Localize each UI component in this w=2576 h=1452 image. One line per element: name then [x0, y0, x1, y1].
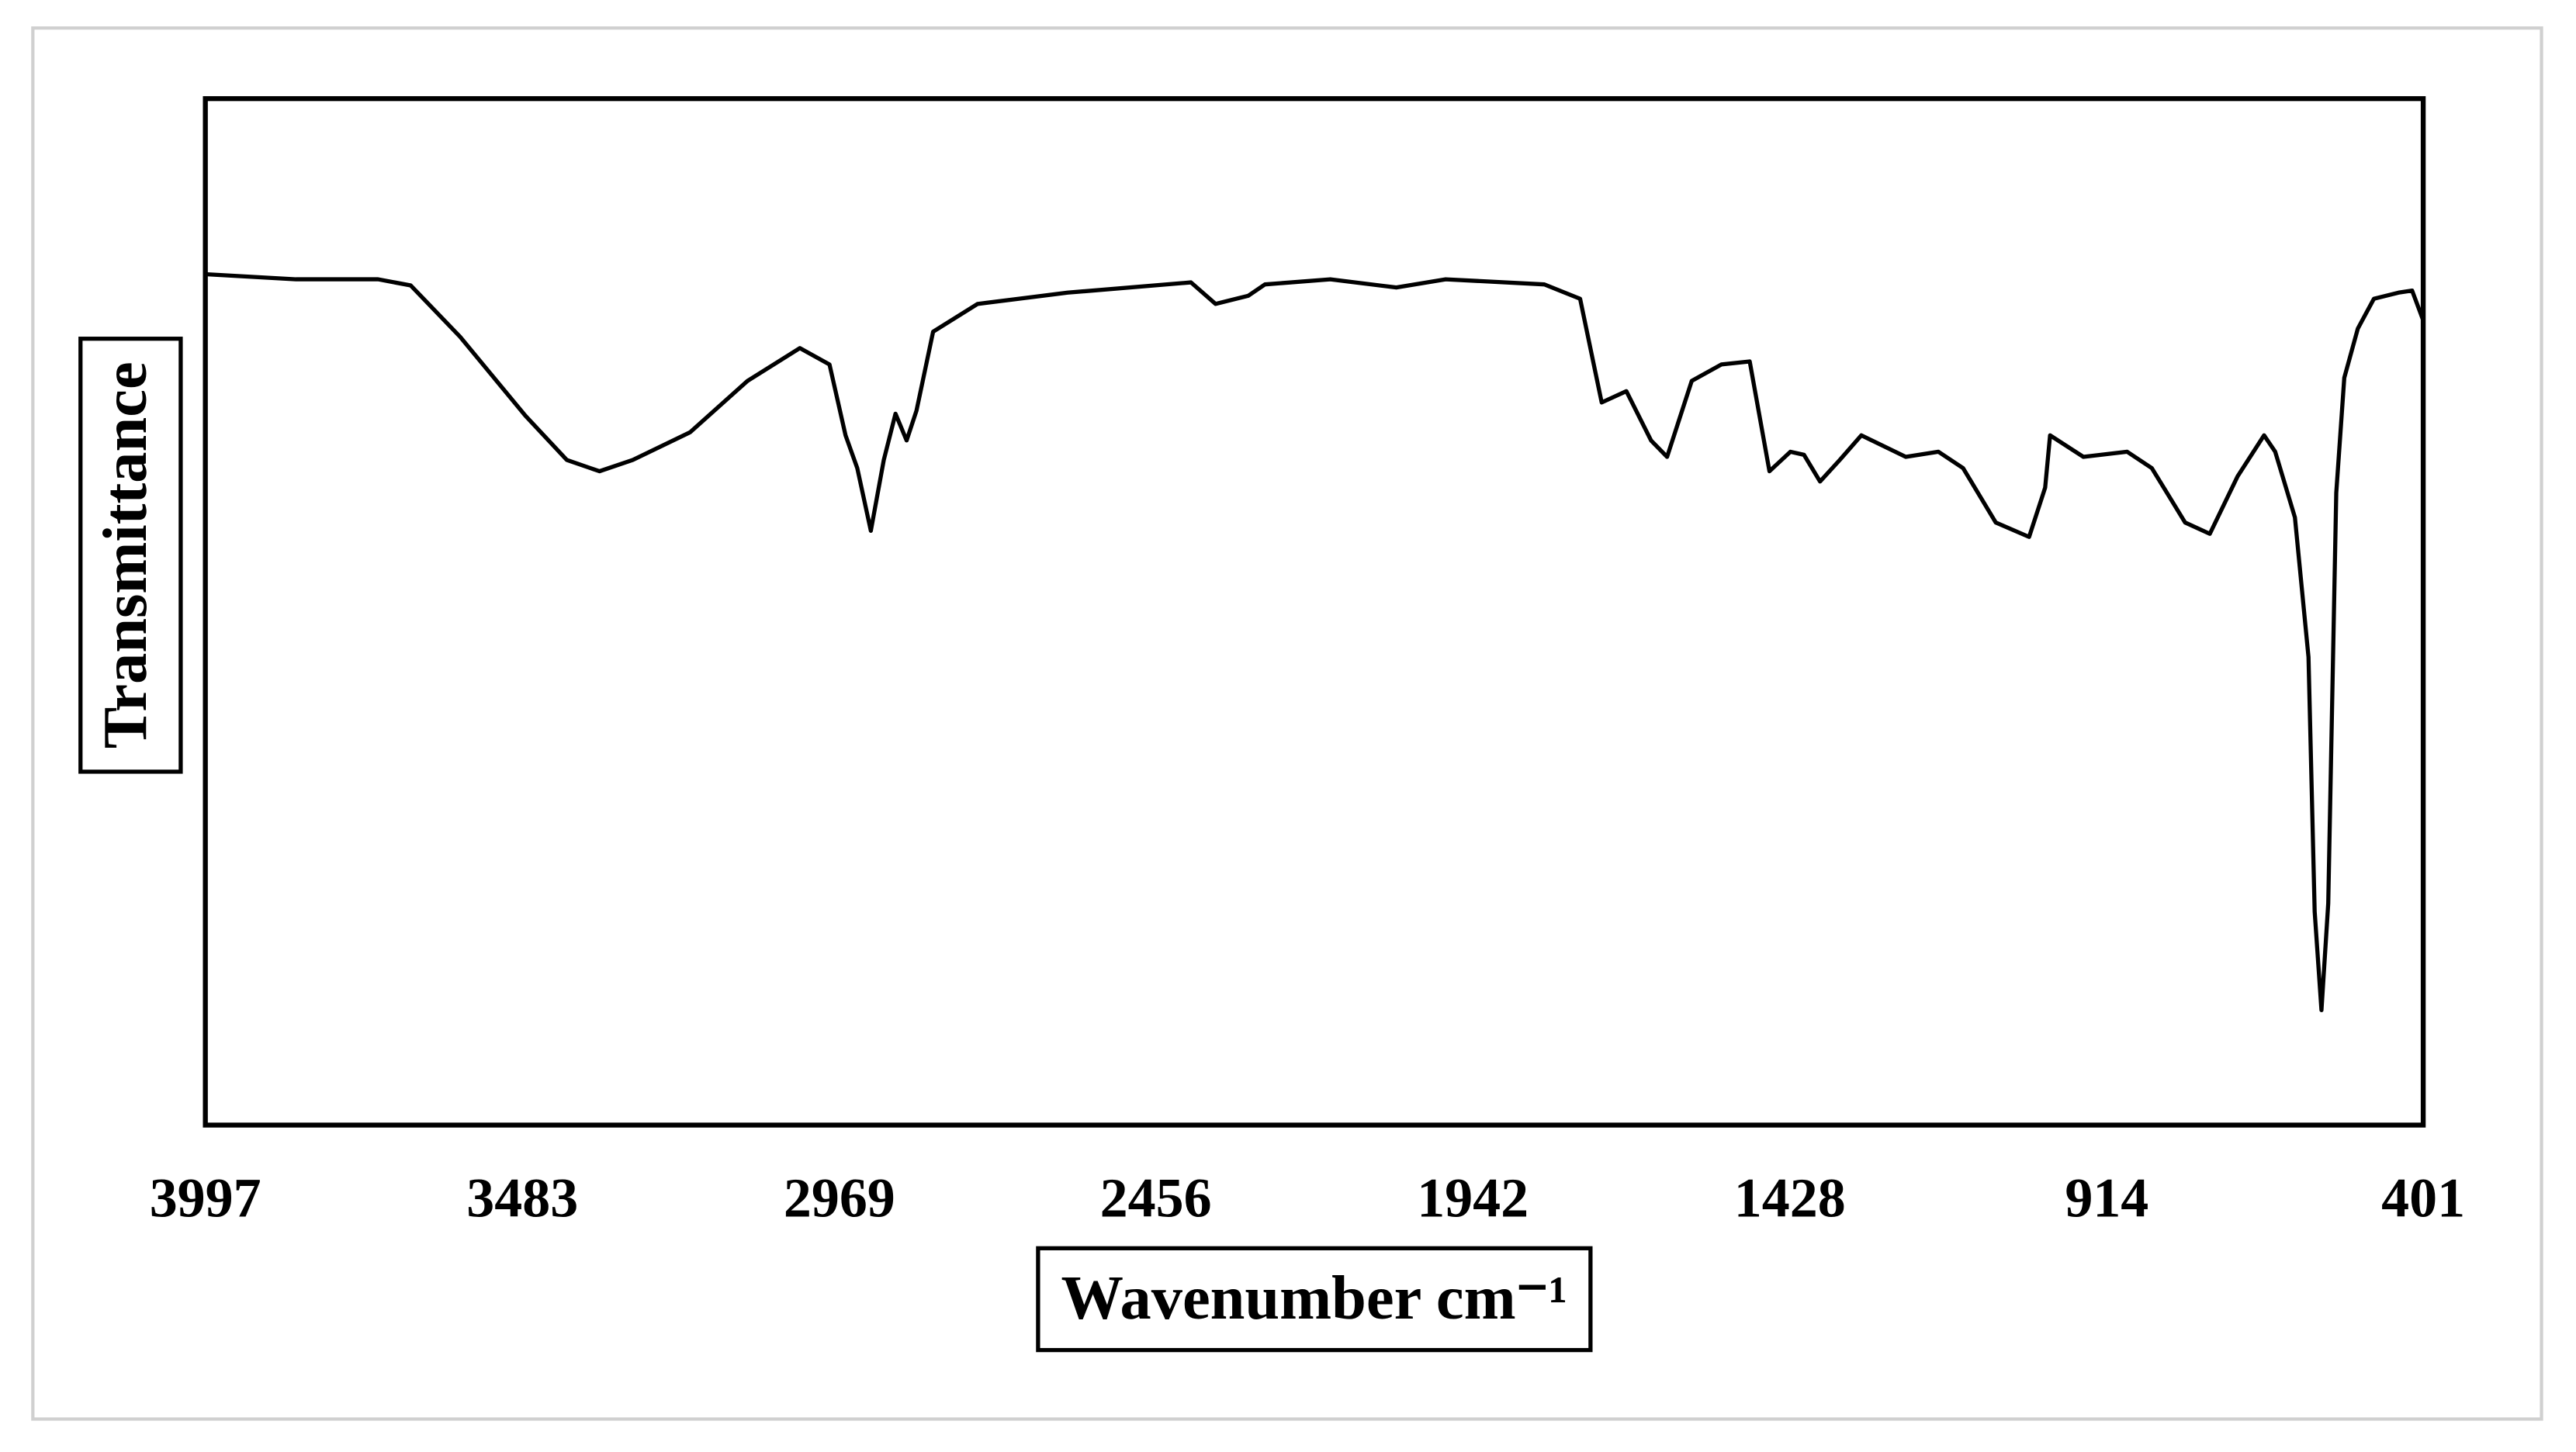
- plot-frame: [203, 95, 2426, 1128]
- x-tick-label: 1942: [1417, 1167, 1529, 1229]
- x-tick-label: 3483: [466, 1167, 578, 1229]
- x-tick-label: 914: [2065, 1167, 2148, 1229]
- spectrum-line: [205, 271, 2425, 1012]
- x-label-box: [1036, 1246, 1593, 1353]
- x-tick-label: 2456: [1100, 1167, 1212, 1229]
- x-tick-label: 2969: [784, 1167, 895, 1229]
- x-tick-label: 401: [2381, 1167, 2465, 1229]
- x-axis-label: Wavenumber cm⁻¹: [1061, 1264, 1568, 1333]
- y-axis-label: Transmittance: [91, 361, 160, 748]
- y-label-box: [78, 337, 183, 774]
- x-tick-label: 3997: [150, 1167, 261, 1229]
- x-tick-label: 1428: [1734, 1167, 1846, 1229]
- outer-frame: [31, 26, 2543, 1421]
